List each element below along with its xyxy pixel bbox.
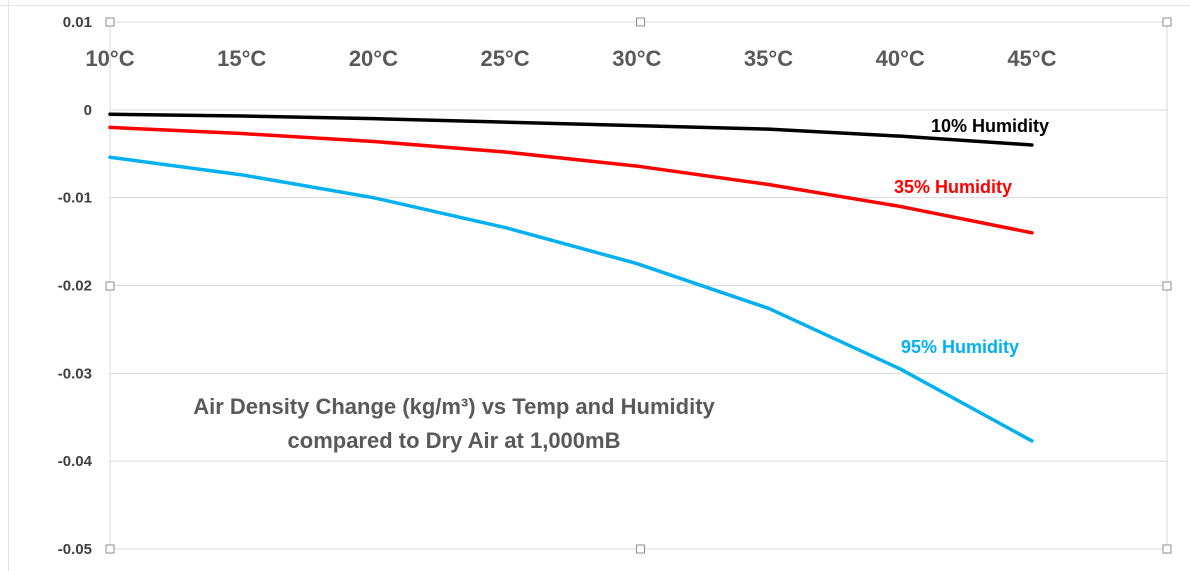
x-tick-label: 40°C	[876, 46, 925, 71]
x-tick-label: 25°C	[481, 46, 530, 71]
chart-title-line-2: compared to Dry Air at 1,000mB	[288, 428, 621, 453]
chart-title-line-1: Air Density Change (kg/m³) vs Temp and H…	[193, 394, 715, 419]
y-axis-ticks: 0.01 0 -0.01 -0.02 -0.03 -0.04 -0.05	[58, 14, 93, 558]
x-tick-label: 15°C	[217, 46, 266, 71]
sheet-gridline	[0, 5, 1190, 6]
y-tick-label: -0.02	[58, 278, 92, 295]
x-tick-label: 30°C	[612, 46, 661, 71]
series-line-3[interactable]	[108, 155, 1034, 443]
resize-handle[interactable]	[1162, 17, 1172, 27]
y-tick-label: -0.05	[58, 541, 92, 558]
series-label: 10% Humidity	[931, 116, 1049, 136]
y-tick-label: -0.01	[58, 190, 92, 207]
resize-handle[interactable]	[105, 17, 115, 27]
resize-handle[interactable]	[636, 17, 645, 27]
series-labels: 10% Humidity 35% Humidity 95% Humidity	[894, 116, 1049, 357]
series-line-1[interactable]	[108, 112, 1034, 147]
resize-handle[interactable]	[105, 281, 115, 291]
series-lines	[108, 112, 1034, 443]
y-tick-label: 0	[84, 102, 92, 119]
y-tick-label: 0.01	[63, 14, 92, 31]
resize-handle[interactable]	[636, 544, 645, 554]
y-tick-label: -0.03	[58, 365, 92, 382]
chart-selection-handles	[105, 17, 1172, 554]
x-tick-label: 35°C	[744, 46, 793, 71]
resize-handle[interactable]	[1162, 544, 1172, 554]
x-axis-ticks: 10°C 15°C 20°C 25°C 30°C 35°C 40°C 45°C	[85, 46, 1056, 71]
series-label: 35% Humidity	[894, 177, 1012, 197]
series-label: 95% Humidity	[901, 337, 1019, 357]
x-tick-label: 45°C	[1007, 46, 1056, 71]
series-line-2[interactable]	[108, 125, 1034, 235]
y-tick-label: -0.04	[58, 453, 93, 470]
x-tick-label: 10°C	[85, 46, 134, 71]
sheet-gridline	[8, 0, 9, 571]
x-tick-label: 20°C	[349, 46, 398, 71]
resize-handle[interactable]	[105, 544, 115, 554]
gridlines	[109, 21, 1168, 550]
resize-handle[interactable]	[1162, 281, 1172, 291]
